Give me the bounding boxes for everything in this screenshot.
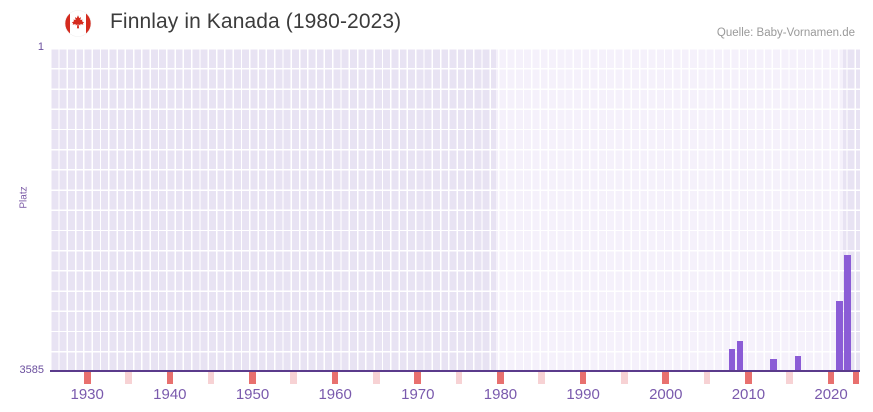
x-axis-tick-strip: [50, 372, 860, 384]
x-axis-label-1930: 1930: [70, 386, 104, 403]
bar-2016: [794, 356, 802, 371]
x-axis-label-2010: 2010: [731, 386, 766, 403]
x-tick-mark-1955: [290, 372, 298, 384]
plot-area: [50, 48, 860, 371]
x-tick-mark-2010: [745, 372, 752, 384]
x-tick-mark-1930: [83, 372, 91, 384]
x-tick-mark-2015: [786, 372, 794, 384]
x-axis-label-2000: 2000: [649, 386, 683, 403]
y-axis-tick-bottom: 3585: [19, 364, 44, 376]
x-axis-label-2020: 2020: [814, 386, 848, 403]
bar-2008: [728, 349, 736, 371]
source-note: Quelle: Baby-Vornamen.de: [716, 27, 855, 39]
x-tick-mark-1935: [125, 372, 132, 384]
page-title: Finnlay in Kanada (1980-2023): [110, 10, 402, 33]
x-axis-labels: 1930 1940 1950 1960 1970 1980 1990 2000 2010 2020: [0, 386, 873, 412]
x-axis-label-1960: 1960: [318, 386, 352, 403]
x-tick-mark-1995: [621, 372, 628, 384]
x-axis-label-1980: 1980: [483, 386, 518, 403]
canada-flag-icon: [60, 10, 96, 37]
bar-2009: [736, 341, 744, 371]
x-tick-mark-1970: [414, 372, 422, 384]
x-tick-mark-1960: [331, 372, 339, 384]
y-axis-label: Platz: [18, 186, 30, 209]
x-tick-mark-1990: [579, 372, 587, 384]
x-tick-mark-1950: [249, 372, 256, 384]
x-axis-label-1940: 1940: [153, 386, 187, 403]
x-tick-mark-1985: [538, 372, 546, 384]
chart-header: Finnlay in Kanada (1980-2023) Quelle: Ba…: [0, 0, 873, 48]
bar-2022: [844, 255, 851, 371]
x-axis-label-1990: 1990: [566, 386, 600, 403]
x-axis-label-1950: 1950: [235, 386, 270, 403]
x-tick-mark-1980: [497, 372, 504, 384]
bar-2013: [769, 359, 777, 371]
x-tick-mark-1975: [455, 372, 463, 384]
bar-2021: [836, 301, 843, 371]
y-axis-tick-top: 1: [37, 41, 44, 53]
x-axis-line: [50, 370, 860, 372]
x-axis-label-1970: 1970: [401, 386, 435, 403]
x-tick-mark-2005: [703, 372, 711, 384]
x-tick-mark-2020: [827, 372, 835, 384]
x-tick-mark-2023: [852, 372, 860, 384]
x-tick-mark-1945: [207, 372, 215, 384]
x-tick-mark-2000: [662, 372, 670, 384]
x-tick-mark-1940: [166, 372, 174, 384]
out-of-range-shade-left: [50, 48, 497, 371]
x-tick-mark-1965: [373, 372, 380, 384]
